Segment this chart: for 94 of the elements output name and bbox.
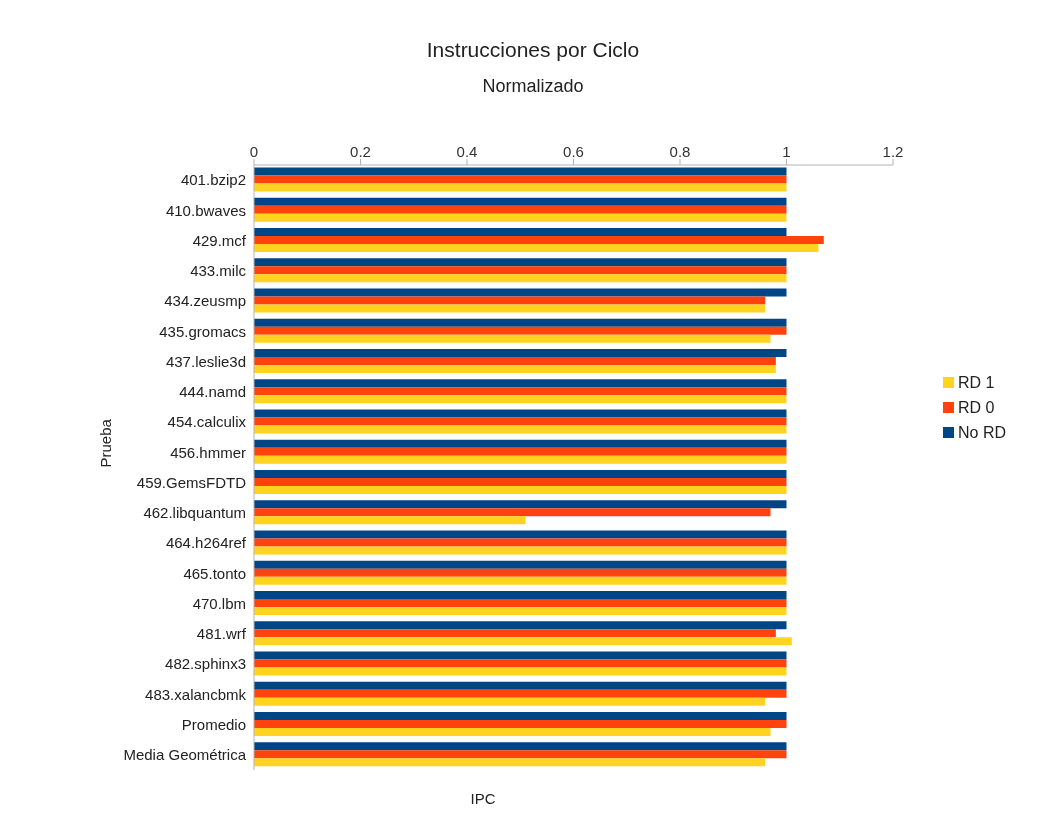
bar xyxy=(254,395,787,404)
bar xyxy=(254,469,787,478)
bar xyxy=(254,409,787,418)
bar xyxy=(254,576,787,585)
bar xyxy=(254,364,776,373)
bar xyxy=(254,417,787,426)
y-tick-label: 444.namd xyxy=(179,383,246,401)
y-axis-title: Prueba xyxy=(97,418,115,468)
x-axis-title: IPC xyxy=(469,790,497,807)
bar xyxy=(254,379,787,388)
bar xyxy=(254,175,787,184)
bar xyxy=(254,546,787,555)
bar xyxy=(254,651,787,660)
bar xyxy=(254,719,787,728)
bar xyxy=(254,439,787,448)
bar xyxy=(254,227,787,236)
y-tick-label: 433.milc xyxy=(190,262,247,280)
bar xyxy=(254,568,787,577)
bar xyxy=(254,455,787,464)
bar xyxy=(254,508,771,517)
bar xyxy=(254,167,787,176)
bar xyxy=(254,477,787,486)
bar xyxy=(254,334,771,343)
y-tick-label: 482.sphinx3 xyxy=(165,655,246,673)
y-tick-label: 464.h264ref xyxy=(165,534,247,552)
bar xyxy=(254,213,787,222)
y-tick-label: 437.leslie3d xyxy=(165,352,246,370)
legend-label: RD 0 xyxy=(958,398,995,418)
y-tick-label: Promedio xyxy=(181,715,246,733)
bar xyxy=(254,387,787,396)
bar xyxy=(254,258,787,267)
bar xyxy=(254,689,787,698)
y-tick-label: 470.lbm xyxy=(192,594,246,612)
bar xyxy=(254,318,787,327)
y-tick-label: Media Geométrica xyxy=(123,746,247,764)
bar xyxy=(254,711,787,720)
x-tick-label: 0.6 xyxy=(563,143,584,160)
bar xyxy=(254,590,787,599)
bar xyxy=(254,326,787,335)
bar xyxy=(254,500,787,509)
y-tick-label: 454.calculix xyxy=(167,413,247,431)
bar xyxy=(254,266,787,275)
x-tick-label: 0.4 xyxy=(456,143,478,160)
bar xyxy=(254,447,787,456)
bar xyxy=(254,538,787,547)
bar xyxy=(254,485,787,494)
y-tick-label: 481.wrf xyxy=(196,625,247,643)
y-tick-label: 434.zeusmp xyxy=(164,292,246,310)
bar xyxy=(254,530,787,539)
x-tick-label: 0.8 xyxy=(669,143,691,160)
bar xyxy=(254,758,766,767)
bar xyxy=(254,197,787,206)
bar xyxy=(254,598,787,607)
bar xyxy=(254,274,787,283)
chart-title: Instrucciones por Ciclo xyxy=(425,38,641,62)
y-tick-label: 462.libquantum xyxy=(143,504,246,522)
y-tick-label: 465.tonto xyxy=(183,564,246,582)
bar xyxy=(254,235,824,244)
bar xyxy=(254,742,787,751)
y-tick-label: 401.bzip2 xyxy=(180,171,246,189)
bar xyxy=(254,606,787,615)
bar xyxy=(254,637,792,646)
y-tick-label: 459.GemsFDTD xyxy=(136,473,247,491)
bar xyxy=(254,667,787,676)
y-tick-label: 483.xalancbmk xyxy=(145,685,247,703)
x-tick-label: 1.2 xyxy=(882,143,904,160)
x-tick-label: 1 xyxy=(782,143,791,160)
bar xyxy=(254,243,819,252)
bar xyxy=(254,304,766,313)
bar xyxy=(254,697,766,706)
x-tick-label: 0.2 xyxy=(350,143,371,160)
bar xyxy=(254,727,771,736)
bar xyxy=(254,681,787,690)
bar xyxy=(254,629,776,638)
bar xyxy=(254,296,766,305)
bar xyxy=(254,183,787,192)
bar xyxy=(254,205,787,214)
bar xyxy=(254,516,526,525)
bar xyxy=(254,348,787,357)
legend-label: No RD xyxy=(958,423,1007,443)
y-tick-label: 435.gromacs xyxy=(159,322,246,340)
chart-subtitle: Normalizado xyxy=(481,76,585,97)
bar xyxy=(254,425,787,434)
bar xyxy=(254,356,776,365)
bar xyxy=(254,560,787,569)
x-tick-label: 0 xyxy=(249,143,259,160)
y-tick-label: 456.hmmer xyxy=(170,443,246,461)
bar xyxy=(254,288,787,297)
legend-label: RD 1 xyxy=(958,373,995,393)
bar xyxy=(254,621,787,630)
y-tick-label: 429.mcf xyxy=(192,231,247,249)
y-tick-label: 410.bwaves xyxy=(165,201,246,219)
bar xyxy=(254,659,787,668)
bar xyxy=(254,750,787,759)
